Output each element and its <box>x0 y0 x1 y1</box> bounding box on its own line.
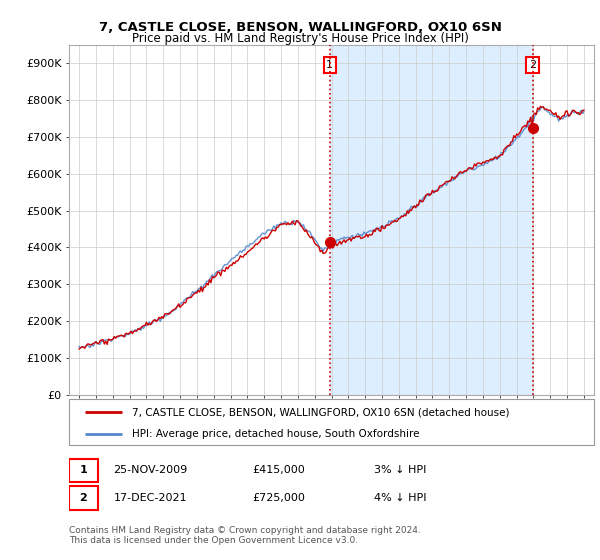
Text: 17-DEC-2021: 17-DEC-2021 <box>113 493 187 503</box>
Text: 4% ↓ HPI: 4% ↓ HPI <box>373 493 426 503</box>
Text: Contains HM Land Registry data © Crown copyright and database right 2024.
This d: Contains HM Land Registry data © Crown c… <box>69 525 421 545</box>
Text: HPI: Average price, detached house, South Oxfordshire: HPI: Average price, detached house, Sout… <box>132 429 419 438</box>
Text: 1: 1 <box>326 60 334 70</box>
Text: 7, CASTLE CLOSE, BENSON, WALLINGFORD, OX10 6SN: 7, CASTLE CLOSE, BENSON, WALLINGFORD, OX… <box>98 21 502 34</box>
FancyBboxPatch shape <box>69 486 98 510</box>
Text: 7, CASTLE CLOSE, BENSON, WALLINGFORD, OX10 6SN (detached house): 7, CASTLE CLOSE, BENSON, WALLINGFORD, OX… <box>132 407 509 417</box>
FancyBboxPatch shape <box>69 399 594 445</box>
Text: 2: 2 <box>529 60 536 70</box>
FancyBboxPatch shape <box>69 459 98 482</box>
Text: £725,000: £725,000 <box>253 493 305 503</box>
Text: 25-NOV-2009: 25-NOV-2009 <box>113 465 188 475</box>
Bar <box>330 45 533 395</box>
Text: £415,000: £415,000 <box>253 465 305 475</box>
Text: 1: 1 <box>79 465 87 475</box>
Text: 3% ↓ HPI: 3% ↓ HPI <box>373 465 426 475</box>
Text: 2: 2 <box>79 493 87 503</box>
Text: Price paid vs. HM Land Registry's House Price Index (HPI): Price paid vs. HM Land Registry's House … <box>131 32 469 45</box>
